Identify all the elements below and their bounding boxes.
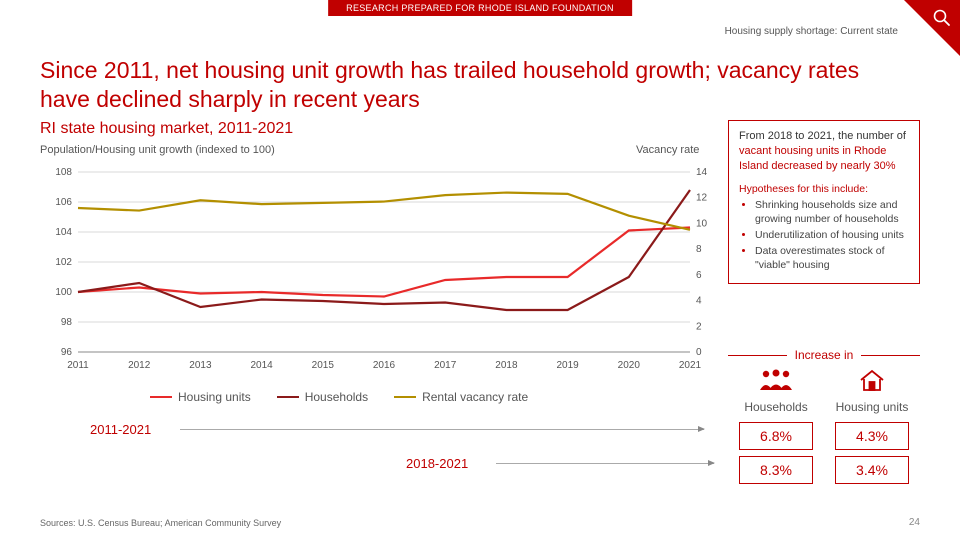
stat-col-households: Households bbox=[734, 368, 818, 414]
svg-text:8: 8 bbox=[696, 244, 702, 255]
breadcrumb: Housing supply shortage: Current state bbox=[725, 26, 898, 37]
svg-text:10: 10 bbox=[696, 218, 708, 229]
svg-text:14: 14 bbox=[696, 167, 708, 178]
svg-text:0: 0 bbox=[696, 347, 702, 358]
timeline-row: 2018-2021 bbox=[90, 456, 714, 471]
stat-value: 8.3% bbox=[739, 456, 813, 484]
svg-text:12: 12 bbox=[696, 193, 708, 204]
stat-value: 6.8% bbox=[739, 422, 813, 450]
callout-highlight: vacant housing units in Rhode Island dec… bbox=[739, 145, 896, 172]
svg-text:2014: 2014 bbox=[250, 360, 273, 371]
svg-text:6: 6 bbox=[696, 270, 702, 281]
timeline-label: 2018-2021 bbox=[406, 456, 486, 471]
svg-text:2018: 2018 bbox=[495, 360, 518, 371]
svg-text:2021: 2021 bbox=[679, 360, 702, 371]
stat-head: Households bbox=[734, 400, 818, 414]
callout-bullet: Shrinking households size and growing nu… bbox=[755, 198, 909, 226]
households-icon bbox=[734, 368, 818, 398]
svg-text:2: 2 bbox=[696, 321, 702, 332]
page-title: Since 2011, net housing unit growth has … bbox=[40, 56, 900, 114]
chart-subtitle: RI state housing market, 2011-2021 bbox=[40, 120, 293, 138]
page-number: 24 bbox=[909, 517, 920, 528]
timeline-row: 2011-2021 bbox=[90, 422, 704, 437]
top-banner: RESEARCH PREPARED FOR RHODE ISLAND FOUND… bbox=[328, 0, 632, 16]
callout-lead-pre: From 2018 to 2021, the number of bbox=[739, 130, 906, 142]
svg-text:2012: 2012 bbox=[128, 360, 151, 371]
arrow-icon bbox=[496, 463, 714, 464]
legend-item-vacancy: Rental vacancy rate bbox=[394, 390, 528, 404]
callout-hypotheses-title: Hypotheses for this include: bbox=[739, 182, 909, 196]
callout-bullet: Data overestimates stock of "viable" hou… bbox=[755, 244, 909, 272]
stat-row: 6.8% 4.3% bbox=[728, 422, 920, 450]
arrow-icon bbox=[180, 429, 704, 430]
y-right-axis-label: Vacancy rate bbox=[636, 144, 699, 156]
svg-text:100: 100 bbox=[55, 287, 72, 298]
svg-text:106: 106 bbox=[55, 197, 72, 208]
svg-text:2019: 2019 bbox=[556, 360, 579, 371]
house-icon bbox=[830, 368, 914, 398]
chart-legend: Housing units Households Rental vacancy ra… bbox=[150, 390, 528, 404]
stat-headers: Households Housing units bbox=[728, 368, 920, 414]
svg-text:2015: 2015 bbox=[312, 360, 335, 371]
svg-text:102: 102 bbox=[55, 257, 72, 268]
magnifier-icon bbox=[932, 8, 952, 33]
timeline-label: 2011-2021 bbox=[90, 422, 170, 437]
stat-value: 4.3% bbox=[835, 422, 909, 450]
legend-item-housing_units: Housing units bbox=[150, 390, 251, 404]
svg-text:2016: 2016 bbox=[373, 360, 396, 371]
svg-text:4: 4 bbox=[696, 296, 702, 307]
stat-col-house: Housing units bbox=[830, 368, 914, 414]
svg-text:2013: 2013 bbox=[189, 360, 212, 371]
line-chart: 96 98 100 102 104 106 108 0 2 4 6 8 10 12 14 2011 2012 20… bbox=[40, 162, 710, 382]
svg-text:96: 96 bbox=[61, 347, 73, 358]
svg-text:2017: 2017 bbox=[434, 360, 457, 371]
svg-text:98: 98 bbox=[61, 317, 73, 328]
sources-footnote: Sources: U.S. Census Bureau; American Co… bbox=[40, 518, 281, 528]
svg-text:108: 108 bbox=[55, 167, 72, 178]
svg-text:2011: 2011 bbox=[67, 360, 89, 371]
stat-head: Housing units bbox=[830, 400, 914, 414]
stat-row: 8.3% 3.4% bbox=[728, 456, 920, 484]
y-left-axis-label: Population/Housing unit growth (indexed … bbox=[40, 144, 275, 156]
callout-box: From 2018 to 2021, the number of vacant … bbox=[728, 120, 920, 284]
svg-text:104: 104 bbox=[55, 227, 72, 238]
increase-separator: Increase in bbox=[728, 348, 920, 362]
legend-item-households: Households bbox=[277, 390, 368, 404]
svg-text:2020: 2020 bbox=[618, 360, 641, 371]
callout-bullet: Underutilization of housing units bbox=[755, 228, 909, 242]
stat-value: 3.4% bbox=[835, 456, 909, 484]
increase-label: Increase in bbox=[795, 348, 854, 362]
